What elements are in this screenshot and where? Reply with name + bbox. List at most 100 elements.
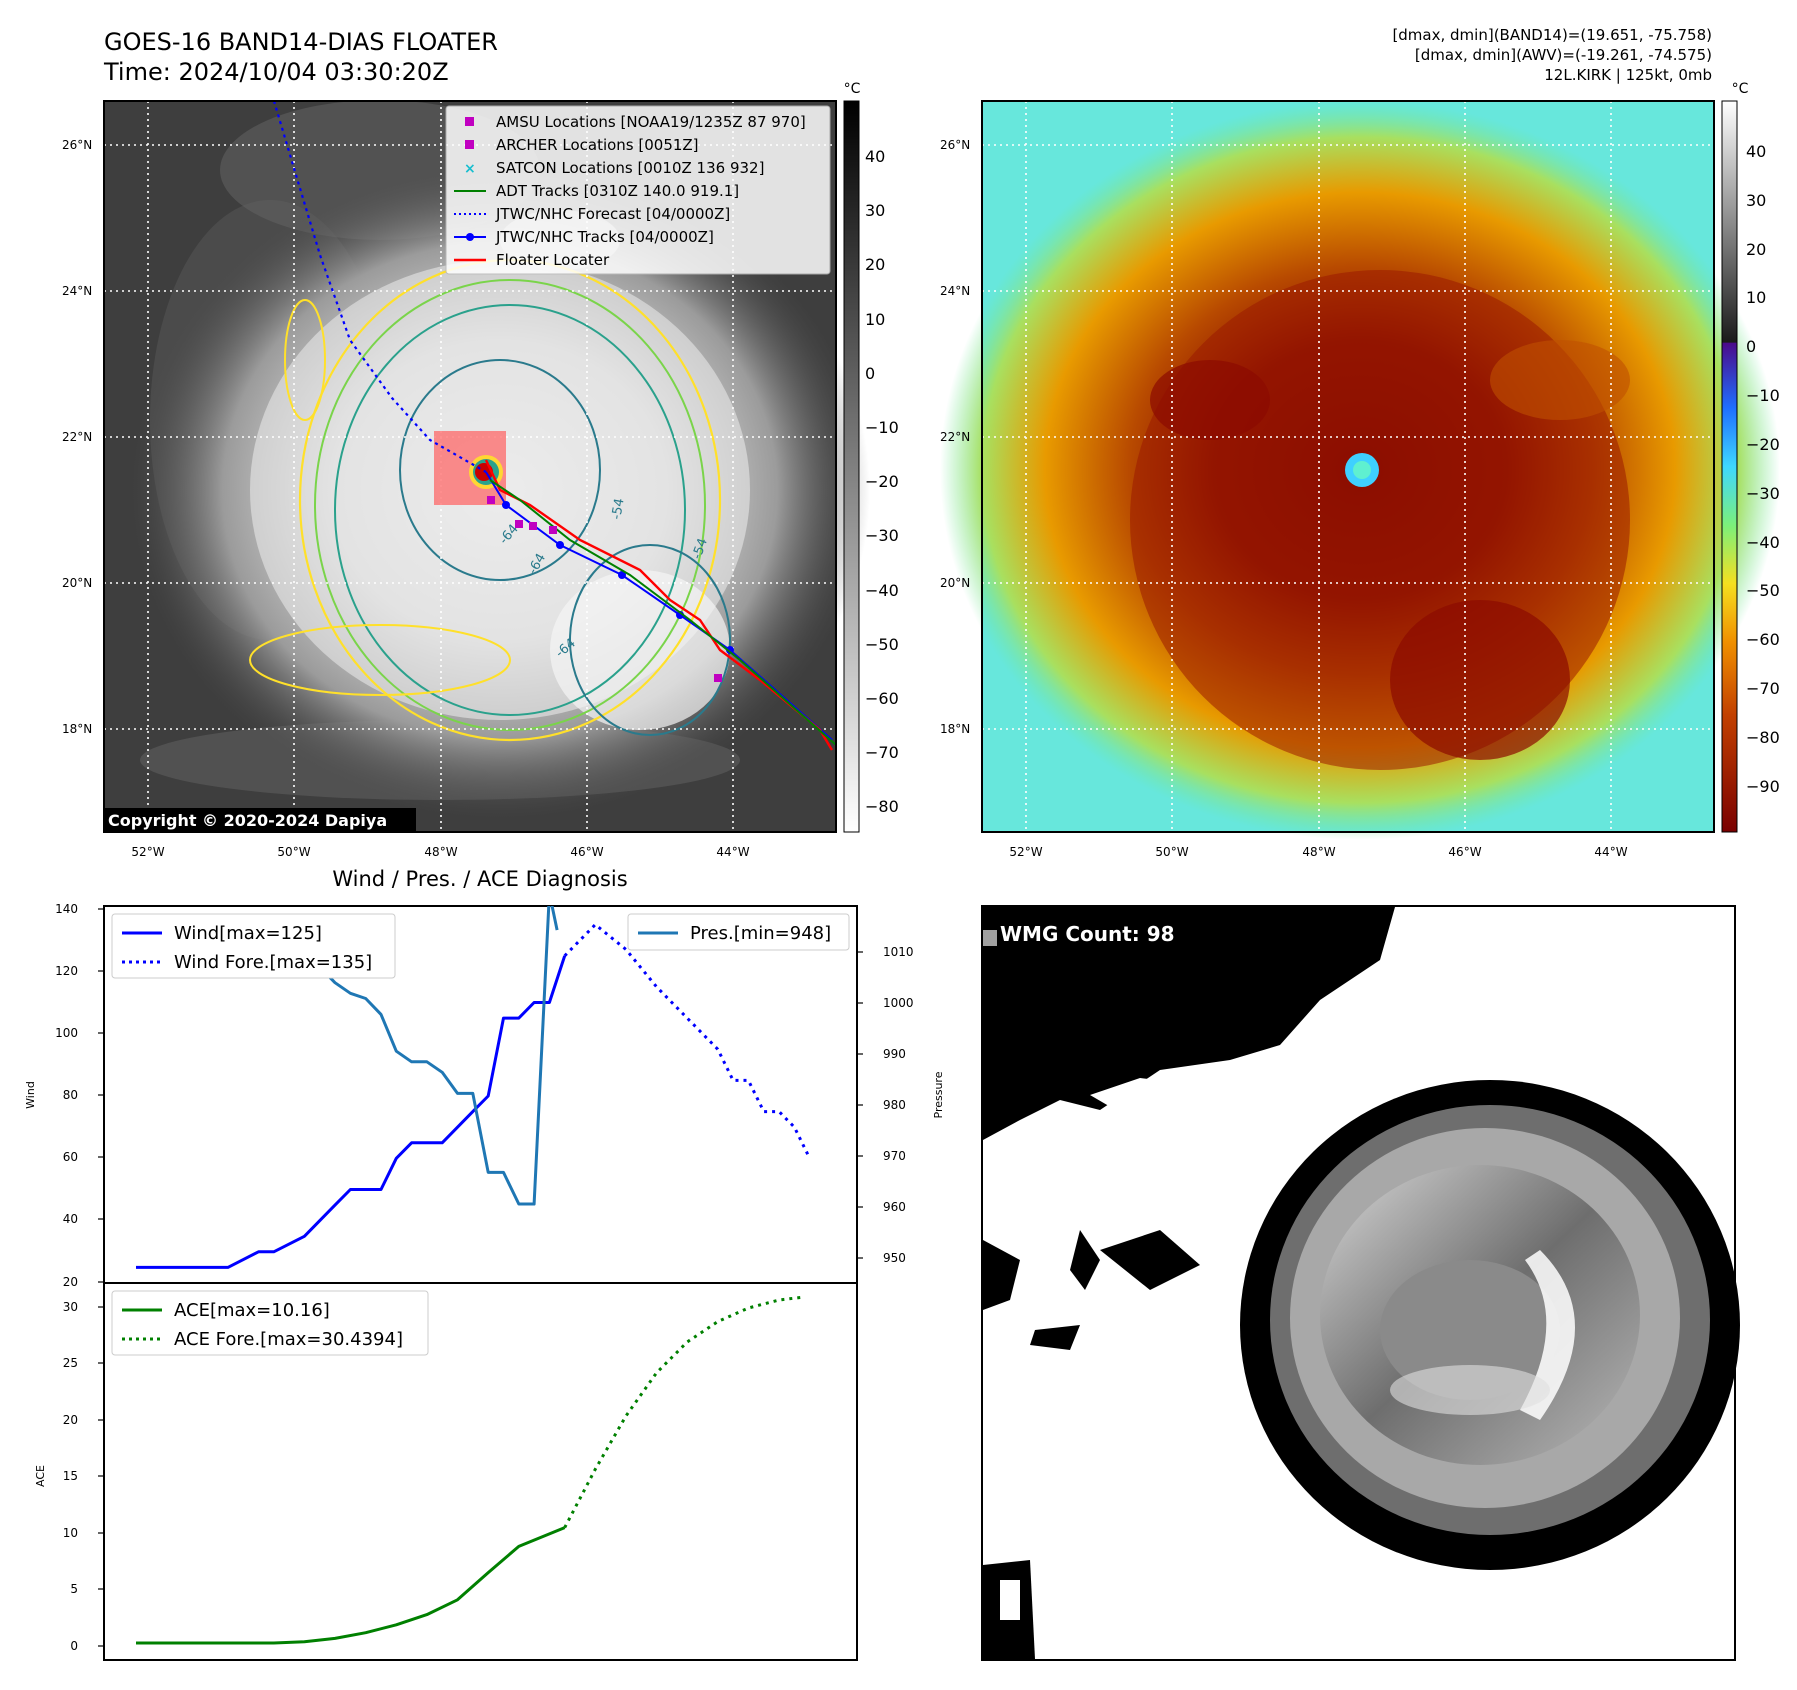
colorbar-tick: −30 xyxy=(865,526,899,545)
colorbar-tick: 20 xyxy=(1746,240,1766,259)
lat-label: 24°N xyxy=(940,284,970,298)
wind-y-axis-label: Wind xyxy=(24,1081,37,1109)
info-line3: 12L.KIRK | 125kt, 0mb xyxy=(1544,66,1712,84)
pressure-y-axis-label: Pressure xyxy=(932,1071,945,1118)
legend-floater: Floater Locater xyxy=(496,251,610,269)
pressure-y-tick: 950 xyxy=(883,1251,906,1265)
ace-y-axis-label: ACE xyxy=(34,1465,47,1487)
lat-label: 22°N xyxy=(940,430,970,444)
wind-y-tick: 120 xyxy=(55,964,78,978)
lat-label: 26°N xyxy=(62,138,92,152)
colorbar-tick: −10 xyxy=(1746,386,1780,405)
colorbar-tick: −70 xyxy=(865,743,899,762)
colorbar-tick: −10 xyxy=(865,418,899,437)
ace-y-tick: 15 xyxy=(63,1469,78,1483)
pressure-y-tick: 990 xyxy=(883,1047,906,1061)
lon-label: 52°W xyxy=(131,845,164,859)
wind-line xyxy=(136,955,567,1269)
lon-label: 48°W xyxy=(424,845,457,859)
lon-label: 44°W xyxy=(1594,845,1627,859)
wind-y-tick: 60 xyxy=(63,1150,78,1164)
diagnosis-chart-title: Wind / Pres. / ACE Diagnosis xyxy=(332,867,627,891)
colorbar-tick: 30 xyxy=(865,201,885,220)
lon-label: 44°W xyxy=(716,845,749,859)
ace-y-tick: 25 xyxy=(63,1356,78,1370)
colorbar-unit: °C xyxy=(844,81,861,97)
wmg-panel: WMG Count: 98 xyxy=(981,905,1740,1661)
lat-label: 20°N xyxy=(62,576,92,590)
wind-y-tick: 100 xyxy=(55,1026,78,1040)
left-map-lon-labels: 52°W 50°W 48°W 46°W 44°W xyxy=(131,845,749,859)
colorbar-tick: 40 xyxy=(865,147,885,166)
legend-wind: Wind[max=125] xyxy=(174,923,322,944)
colorbar-tick: 0 xyxy=(865,364,875,383)
ace-y-tick: 20 xyxy=(63,1413,78,1427)
lat-label: 26°N xyxy=(940,138,970,152)
colorbar-tick: 30 xyxy=(1746,191,1766,210)
right-map-lat-labels: 26°N 24°N 22°N 20°N 18°N xyxy=(940,138,970,736)
colorbar-tick: −20 xyxy=(1746,435,1780,454)
colorbar-tick: 40 xyxy=(1746,142,1766,161)
lat-label: 22°N xyxy=(62,430,92,444)
lat-label: 20°N xyxy=(940,576,970,590)
legend-amsu: AMSU Locations [NOAA19/1235Z 87 970] xyxy=(496,113,806,131)
figure-title-line1: GOES-16 BAND14-DIAS FLOATER xyxy=(104,28,498,56)
lon-label: 48°W xyxy=(1302,845,1335,859)
figure-title-line2: Time: 2024/10/04 03:30:20Z xyxy=(103,58,449,86)
map-legend: AMSU Locations [NOAA19/1235Z 87 970] ARC… xyxy=(445,105,831,275)
legend-tracks: JTWC/NHC Tracks [04/0000Z] xyxy=(495,228,714,246)
colorbar-tick: 10 xyxy=(1746,288,1766,307)
colorbar-tick: −30 xyxy=(1746,484,1780,503)
wind-y-tick: 140 xyxy=(55,902,78,916)
wind-y-tick: 40 xyxy=(63,1212,78,1226)
legend-pressure: Pres.[min=948] xyxy=(690,923,831,944)
lat-label: 18°N xyxy=(940,722,970,736)
copyright-text: Copyright © 2020-2024 Dapiya xyxy=(108,811,387,830)
contour-label: -54 xyxy=(609,497,627,521)
ace-y-tick: 0 xyxy=(70,1639,78,1653)
wind-y-tick: 20 xyxy=(63,1275,78,1289)
colorbar-tick: 10 xyxy=(865,310,885,329)
ace-y-tick: 5 xyxy=(70,1582,78,1596)
colorbar-tick: 20 xyxy=(865,255,885,274)
lon-label: 50°W xyxy=(277,845,310,859)
colorbar-tick: −50 xyxy=(865,635,899,654)
lon-label: 52°W xyxy=(1009,845,1042,859)
lat-label: 24°N xyxy=(62,284,92,298)
pressure-y-tick: 1000 xyxy=(883,996,914,1010)
legend-adt: ADT Tracks [0310Z 140.0 919.1] xyxy=(496,182,739,200)
colorbar-tick: −70 xyxy=(1746,679,1780,698)
wind-forecast-line xyxy=(563,923,812,1159)
color-ir-map xyxy=(940,100,1780,840)
lat-label: 18°N xyxy=(62,722,92,736)
colorbar-tick: −60 xyxy=(1746,630,1780,649)
pressure-y-tick: 960 xyxy=(883,1200,906,1214)
legend-wind-forecast: Wind Fore.[max=135] xyxy=(174,952,372,973)
ace-line xyxy=(136,1526,566,1645)
colorbar-unit: °C xyxy=(1732,81,1749,97)
colorbar-tick: 0 xyxy=(1746,337,1756,356)
ace-chart: 30 25 20 15 10 5 0 ACE ACE[max=10.16] AC… xyxy=(34,1282,858,1661)
ace-y-tick: 30 xyxy=(63,1300,78,1314)
legend-ace-forecast: ACE Fore.[max=30.4394] xyxy=(174,1329,403,1350)
pressure-y-tick: 1010 xyxy=(883,945,914,959)
legend-archer: ARCHER Locations [0051Z] xyxy=(496,136,699,154)
colorbar-tick: −50 xyxy=(1746,581,1780,600)
colorbar-tick: −60 xyxy=(865,689,899,708)
legend-satcon: SATCON Locations [0010Z 136 932] xyxy=(496,159,764,177)
colorbar-tick: −40 xyxy=(865,581,899,600)
right-map-lon-labels: 52°W 50°W 48°W 46°W 44°W xyxy=(1009,845,1627,859)
lon-label: 50°W xyxy=(1155,845,1188,859)
colorbar-tick: −20 xyxy=(865,472,899,491)
wmg-count-label: WMG Count: 98 xyxy=(1000,922,1175,946)
colorbar-tick: −40 xyxy=(1746,533,1780,552)
wind-y-tick: 80 xyxy=(63,1088,78,1102)
pressure-y-tick: 980 xyxy=(883,1098,906,1112)
info-line2: [dmax, dmin](AWV)=(-19.261, -74.575) xyxy=(1415,46,1712,64)
ace-y-tick: 10 xyxy=(63,1526,78,1540)
color-colorbar: °C 40 30 20 10 0 −10 −20 −30 −40 −50 −60… xyxy=(1721,81,1780,833)
wind-pressure-chart: 140 120 100 80 60 40 20 1010 1000 990 98… xyxy=(24,902,945,1289)
legend-ace: ACE[max=10.16] xyxy=(174,1300,330,1321)
colorbar-tick: −80 xyxy=(865,797,899,816)
grayscale-colorbar: °C 40 30 20 10 0 −10 −20 −30 −40 −50 −60… xyxy=(843,81,899,833)
